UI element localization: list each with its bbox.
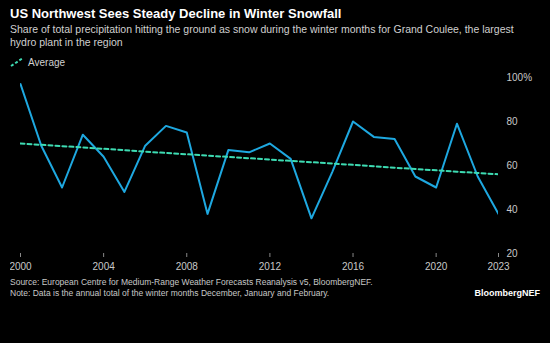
- html-text:Source: European Centre for Me: Source: European Centre for Medium-Range…: [10, 277, 373, 287]
- html-text:BloombergNEF: BloombergNEF: [474, 288, 540, 298]
- html-text:Note: Data is the annual total: Note: Data is the annual total of the wi…: [10, 288, 330, 298]
- html-text:Average: Average: [28, 56, 66, 68]
- html-text:US Northwest Sees Steady Decli: US Northwest Sees Steady Decline in Wint…: [10, 6, 342, 21]
- svg-text:2012: 2012: [259, 261, 282, 272]
- svg-text:2008: 2008: [176, 261, 199, 272]
- html-text:Share of total precipitation h: Share of total precipitation hitting the…: [10, 23, 514, 48]
- svg-text:40: 40: [507, 204, 519, 215]
- svg-text:20: 20: [507, 248, 519, 259]
- svg-text:2000: 2000: [10, 261, 32, 272]
- svg-text:60: 60: [507, 160, 519, 171]
- svg-text:80: 80: [507, 116, 519, 127]
- svg-text:2016: 2016: [342, 261, 365, 272]
- svg-text:100%: 100%: [507, 72, 533, 83]
- svg-text:2004: 2004: [93, 261, 116, 272]
- svg-text:2023: 2023: [487, 261, 510, 272]
- svg-text:2020: 2020: [425, 261, 448, 272]
